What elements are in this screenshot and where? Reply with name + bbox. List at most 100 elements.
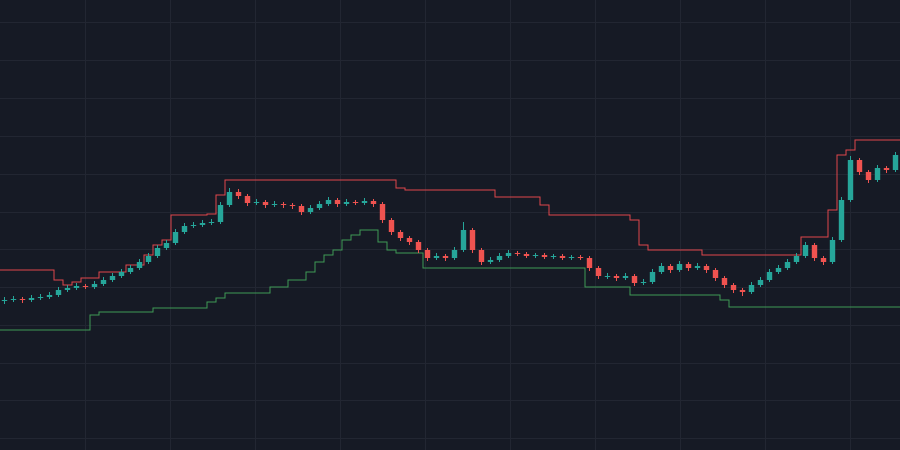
candle-body xyxy=(19,299,26,300)
candle-body xyxy=(676,264,683,270)
candle-body xyxy=(685,264,692,268)
candle-body xyxy=(451,250,458,258)
candle-body xyxy=(820,258,827,262)
candle-body xyxy=(532,255,539,256)
candle-body xyxy=(766,272,773,280)
candle-body xyxy=(433,256,440,258)
candle-body xyxy=(235,192,242,196)
candle-body xyxy=(649,272,656,282)
candle-body xyxy=(334,200,341,204)
candle-body xyxy=(856,160,863,172)
candle-body xyxy=(127,268,134,272)
candle-body xyxy=(10,299,17,300)
candle-body xyxy=(208,222,215,223)
candle-body xyxy=(388,220,395,232)
candle-body xyxy=(748,285,755,292)
candle-body xyxy=(37,297,44,298)
candle-body xyxy=(757,280,764,285)
candle-body xyxy=(379,204,386,220)
candle-body xyxy=(739,290,746,292)
candle-body xyxy=(325,200,332,204)
candle-body xyxy=(847,160,854,200)
candle-body xyxy=(577,257,584,258)
candle-body xyxy=(550,256,557,257)
candle-body xyxy=(613,276,620,278)
candle-body xyxy=(703,266,710,270)
candle-body xyxy=(46,295,53,297)
candle-body xyxy=(838,200,845,240)
candle-body xyxy=(136,262,143,268)
candle-body xyxy=(622,276,629,278)
candle-body xyxy=(361,201,368,203)
candle-body xyxy=(586,258,593,268)
candle-body xyxy=(721,278,728,285)
candle-body xyxy=(199,223,206,225)
candle-body xyxy=(91,284,98,287)
candle-body xyxy=(244,196,251,203)
candle-body xyxy=(496,256,503,260)
candle-body xyxy=(118,272,125,276)
candle-body xyxy=(523,254,530,256)
candle-body xyxy=(568,257,575,258)
candle-body xyxy=(73,286,80,288)
candle-body xyxy=(316,204,323,208)
candle-body xyxy=(298,206,305,212)
candle-body xyxy=(343,202,350,204)
candle-body xyxy=(442,256,449,258)
upper-band xyxy=(0,139,900,286)
candle-body xyxy=(604,276,611,277)
candle-body xyxy=(811,245,818,258)
candle-body xyxy=(829,240,836,262)
candle-body xyxy=(595,268,602,276)
candle-body xyxy=(460,230,467,250)
candle-body xyxy=(784,262,791,268)
candle-body xyxy=(541,255,548,257)
candle-body xyxy=(631,276,638,283)
candle-body xyxy=(217,205,224,222)
candle-body xyxy=(163,243,170,248)
candle-body xyxy=(883,168,890,170)
candle-body xyxy=(559,256,566,258)
candle-body xyxy=(145,256,152,262)
candle-body xyxy=(514,253,521,254)
candle-body xyxy=(172,232,179,243)
candle-body xyxy=(802,245,809,256)
candle-body xyxy=(289,205,296,206)
candle-body xyxy=(352,202,359,203)
candle-body xyxy=(793,256,800,262)
candle-body xyxy=(253,202,260,203)
candle-body xyxy=(640,282,647,283)
candle-body xyxy=(154,248,161,256)
candle-body xyxy=(775,268,782,272)
candle-body xyxy=(874,168,881,180)
candle-body xyxy=(100,280,107,284)
candle-body xyxy=(190,225,197,226)
candle-body xyxy=(1,300,8,301)
candle-body xyxy=(658,266,665,272)
candle-body xyxy=(694,266,701,268)
candle-body xyxy=(469,230,476,250)
candle-body xyxy=(55,290,62,295)
candle-body xyxy=(64,288,71,290)
candle-body xyxy=(667,266,674,270)
candle-body xyxy=(226,192,233,205)
candle-body xyxy=(280,204,287,205)
lower-band xyxy=(0,229,900,331)
candle-body xyxy=(262,202,269,205)
candle-body xyxy=(109,276,116,280)
candle-body xyxy=(271,204,278,205)
candle-body xyxy=(397,232,404,238)
candle-body xyxy=(406,238,413,242)
candle-body xyxy=(730,285,737,290)
candle-body xyxy=(487,260,494,262)
candle-body xyxy=(865,172,872,180)
candle-body xyxy=(478,250,485,262)
candle-body xyxy=(82,286,89,287)
candle-body xyxy=(181,226,188,232)
candle-body xyxy=(307,208,314,212)
candle-body xyxy=(424,250,431,258)
candle-body xyxy=(370,201,377,204)
